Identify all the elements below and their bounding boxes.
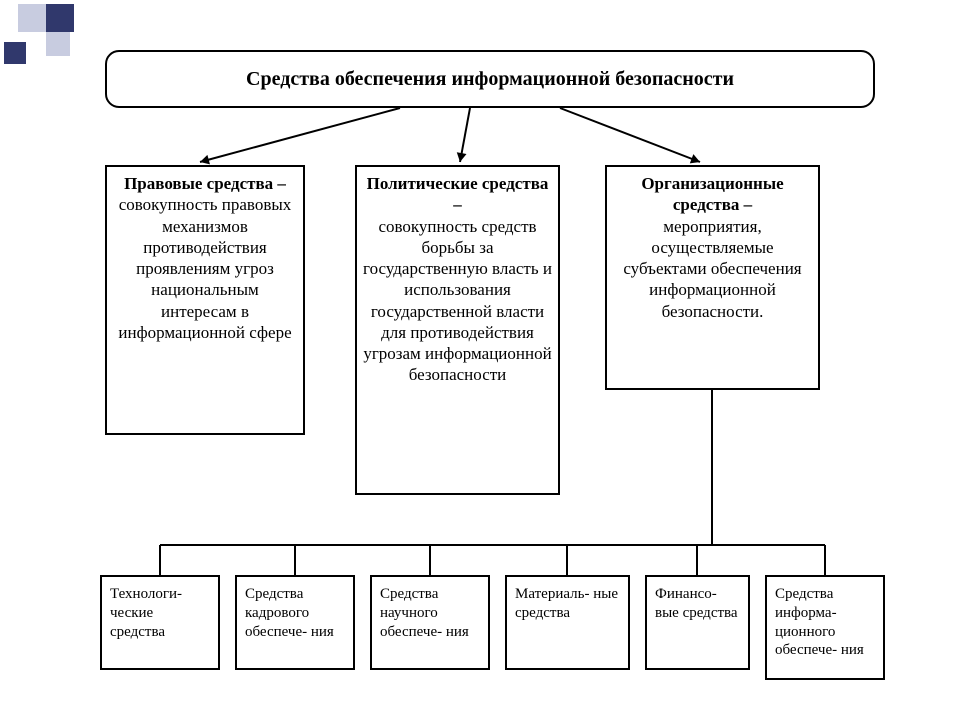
node-organizational-title: Организационные средства –: [613, 173, 812, 216]
leaf-material: Материаль- ные средства: [505, 575, 630, 670]
root-label: Средства обеспечения информационной безо…: [246, 67, 734, 92]
node-legal-title: Правовые средства –: [113, 173, 297, 194]
leaf-tech: Технологи- ческие средства: [100, 575, 220, 670]
node-organizational-body: мероприятия, осуществляемые субъектами о…: [613, 216, 812, 322]
node-legal: Правовые средства – совокупность правовы…: [105, 165, 305, 435]
leaf-hr: Средства кадрового обеспече- ния: [235, 575, 355, 670]
node-political-body: совокупность средств борьбы за государст…: [363, 216, 552, 386]
node-political-title: Политические средства –: [363, 173, 552, 216]
leaf-science: Средства научного обеспече- ния: [370, 575, 490, 670]
node-legal-body: совокупность правовых механизмов противо…: [113, 194, 297, 343]
leaf-info: Средства информа- ционного обеспече- ния: [765, 575, 885, 680]
leaf-finance: Финансо- вые средства: [645, 575, 750, 670]
root-node: Средства обеспечения информационной безо…: [105, 50, 875, 108]
node-organizational: Организационные средства – мероприятия, …: [605, 165, 820, 390]
node-political: Политические средства – совокупность сре…: [355, 165, 560, 495]
